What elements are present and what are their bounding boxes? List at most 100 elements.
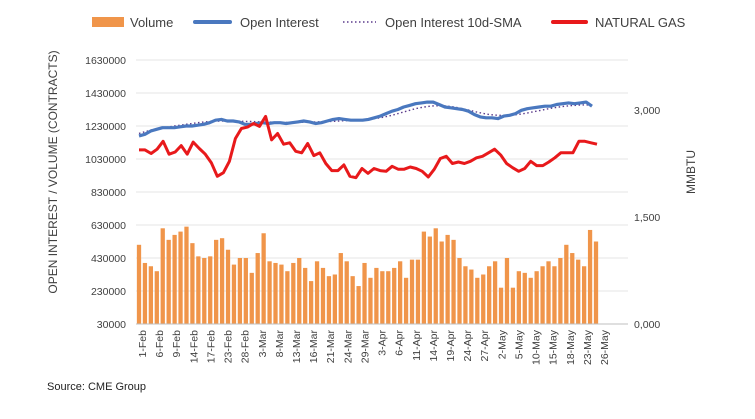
x-tick-label: 18-May — [565, 329, 577, 365]
x-tick-label: 17-Feb — [205, 330, 217, 363]
x-tick-label: 28-Feb — [240, 330, 252, 363]
x-axis-ticks: 1-Feb 6-Feb 9-Feb 14-Feb 17-Feb 23-Feb 28-Feb 3… — [137, 329, 611, 365]
x-tick-label: 23-May — [582, 329, 594, 365]
volume-bars — [136, 226, 599, 324]
volume-bar — [516, 271, 521, 324]
left-tick-label: 1230000 — [85, 121, 126, 133]
x-tick-label: 21-Mar — [325, 330, 337, 364]
left-tick-label: 1630000 — [85, 55, 126, 67]
volume-bar — [279, 264, 284, 324]
left-tick-label: 630000 — [91, 220, 126, 232]
x-tick-label: 19-Apr — [445, 329, 457, 361]
right-tick-label: 3,000 — [634, 105, 660, 117]
right-axis-ticks: 3,000 1,500 0,000 — [634, 105, 660, 331]
left-tick-label: 1030000 — [85, 154, 126, 166]
volume-bar — [255, 253, 260, 324]
legend: Volume Open Interest Open Interest 10d-S… — [92, 15, 686, 30]
legend-label-volume: Volume — [130, 15, 173, 30]
volume-bar — [439, 241, 444, 324]
x-tick-label: 6-Feb — [154, 330, 166, 358]
volume-bar — [374, 267, 379, 324]
volume-bar — [528, 277, 533, 324]
volume-bar — [208, 256, 213, 324]
legend-swatch-volume — [92, 17, 124, 27]
left-tick-label: 30000 — [97, 319, 126, 331]
volume-bar — [178, 231, 183, 324]
x-tick-label: 10-May — [531, 329, 543, 365]
x-tick-label: 1-Feb — [137, 330, 149, 358]
volume-bar — [350, 276, 355, 324]
left-tick-label: 830000 — [91, 187, 126, 199]
volume-bar — [368, 277, 373, 324]
volume-bar — [297, 258, 302, 324]
volume-bar — [314, 261, 320, 324]
x-tick-label: 16-Mar — [308, 330, 320, 364]
volume-bar — [540, 266, 545, 324]
x-tick-label: 29-Mar — [359, 330, 371, 364]
x-tick-label: 9-Feb — [171, 330, 183, 358]
volume-bar — [445, 234, 450, 324]
volume-bar — [451, 239, 456, 324]
x-tick-label: 15-May — [548, 329, 560, 365]
volume-bar — [285, 271, 290, 324]
x-tick-label: 2-May — [496, 329, 508, 359]
x-tick-label: 24-Apr — [462, 329, 474, 361]
volume-bar — [421, 231, 427, 324]
left-tick-label: 230000 — [91, 286, 126, 298]
volume-bar — [392, 267, 397, 324]
volume-bar — [504, 258, 510, 324]
volume-bar — [570, 253, 575, 324]
volume-bar — [510, 287, 516, 324]
legend-label-natural-gas: NATURAL GAS — [595, 15, 686, 30]
volume-bar — [219, 238, 225, 324]
volume-bar — [344, 261, 349, 324]
volume-bar — [249, 272, 254, 324]
volume-bar — [475, 277, 480, 324]
volume-bar — [492, 261, 498, 324]
volume-bar — [380, 271, 385, 324]
legend-label-oi-sma: Open Interest 10d-SMA — [385, 15, 522, 30]
volume-bar — [564, 244, 569, 324]
right-tick-label: 0,000 — [634, 319, 660, 331]
volume-bar — [386, 271, 391, 324]
volume-bar — [498, 287, 504, 324]
volume-bar — [427, 236, 432, 324]
x-tick-label: 11-Apr — [411, 330, 423, 361]
left-axis-title: OPEN INTEREST / VOLUME (CONTRACTS) — [46, 50, 60, 293]
volume-bar — [587, 229, 593, 324]
volume-bar — [142, 262, 148, 324]
volume-bar — [154, 271, 159, 324]
volume-bar — [261, 233, 266, 324]
volume-bar — [409, 259, 415, 324]
x-tick-label: 26-May — [599, 329, 611, 365]
x-tick-label: 5-May — [513, 329, 525, 359]
volume-bar — [463, 266, 468, 324]
volume-bar — [457, 258, 462, 324]
volume-bar — [487, 266, 492, 324]
volume-bar — [558, 258, 563, 324]
open-interest-line — [138, 100, 593, 138]
natural-gas-line — [139, 114, 598, 180]
volume-bar — [148, 266, 154, 324]
volume-bar — [362, 262, 367, 324]
volume-bar — [338, 253, 343, 324]
volume-bar — [214, 239, 219, 324]
x-tick-label: 6-Apr — [394, 330, 406, 356]
volume-bar — [160, 228, 165, 324]
x-tick-label: 27-Apr — [479, 329, 491, 361]
x-tick-label: 23-Feb — [223, 330, 235, 363]
volume-bar — [576, 259, 581, 324]
volume-bar — [190, 243, 195, 324]
volume-bar — [267, 261, 272, 324]
volume-bar — [172, 234, 177, 324]
right-axis-title: MMBTU — [684, 150, 698, 194]
volume-bar — [320, 267, 326, 324]
volume-bar — [202, 258, 207, 324]
volume-bar — [332, 274, 337, 324]
volume-bar — [196, 256, 201, 324]
volume-bar — [469, 269, 474, 324]
x-tick-label: 14-Feb — [188, 330, 200, 363]
volume-bar — [522, 272, 527, 324]
x-tick-label: 3-Mar — [257, 329, 269, 357]
